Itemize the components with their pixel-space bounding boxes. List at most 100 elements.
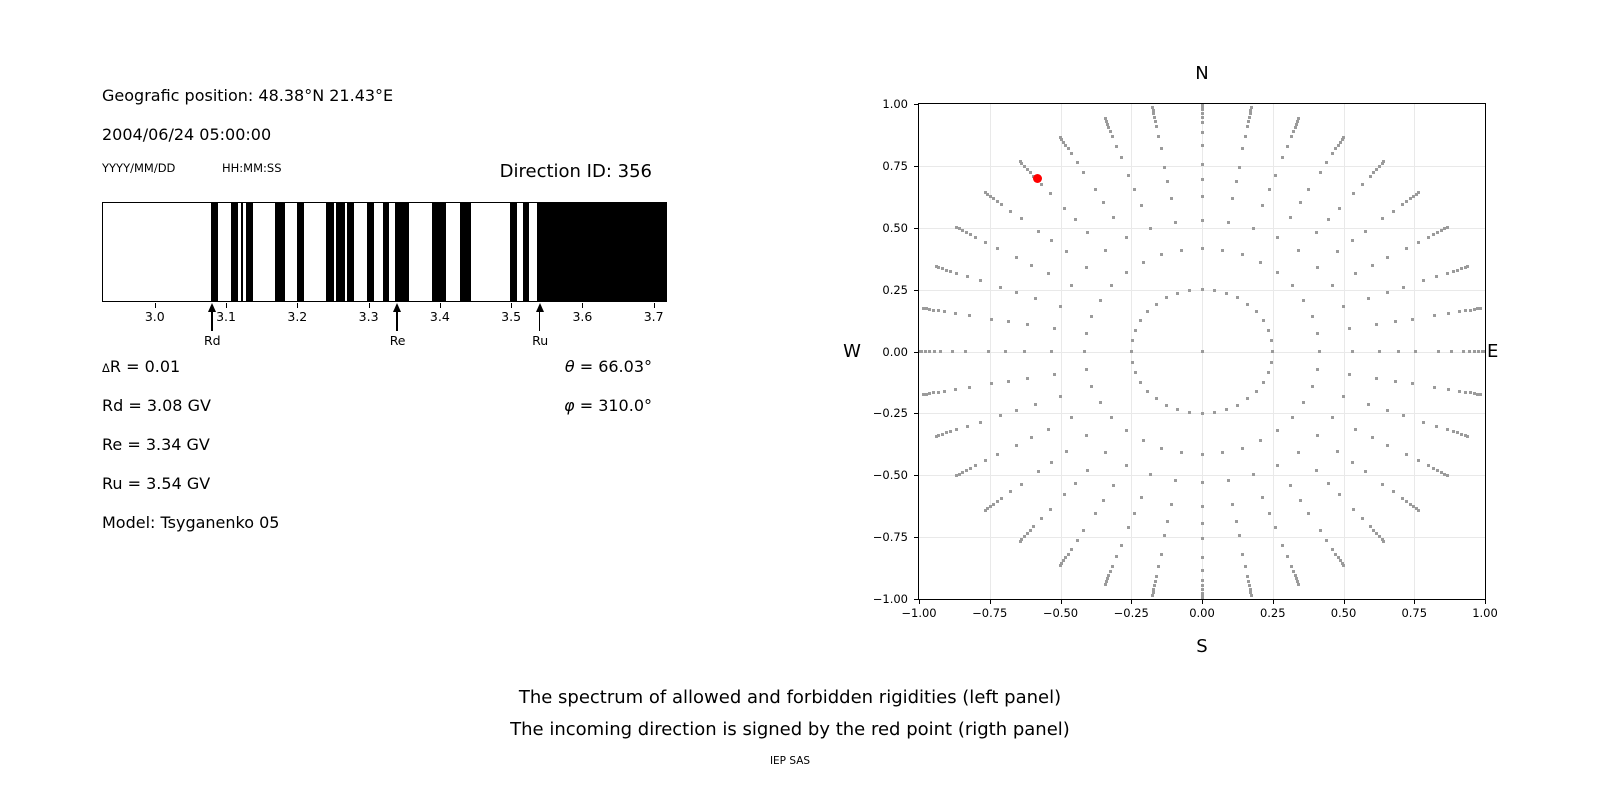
- direction-dot: [1151, 593, 1155, 597]
- direction-dot: [1352, 508, 1356, 512]
- direction-dot: [1372, 529, 1376, 533]
- direction-dot: [1293, 573, 1297, 577]
- rigidity-band: [336, 203, 345, 301]
- direction-dot: [968, 385, 972, 389]
- direction-dot: [1160, 446, 1164, 450]
- direction-dot: [1180, 248, 1184, 252]
- direction-dot: [983, 190, 987, 194]
- direction-dot: [1270, 360, 1274, 364]
- direction-dot: [1049, 460, 1053, 464]
- direction-dot: [1479, 307, 1483, 311]
- direction-dot: [1152, 111, 1156, 115]
- phi-value: = 310.0°: [574, 396, 652, 415]
- direction-dot: [1476, 307, 1480, 311]
- direction-dot: [1176, 291, 1180, 295]
- rigidity-band: [366, 203, 374, 301]
- direction-dot: [1456, 431, 1460, 435]
- direction-dot: [1422, 279, 1426, 283]
- x-tick-mark: [154, 303, 156, 308]
- direction-dot: [1146, 389, 1150, 393]
- direction-dot: [1412, 505, 1416, 509]
- direction-dot: [1325, 539, 1329, 543]
- gridline-horizontal: [919, 165, 1485, 167]
- direction-dot: [1296, 580, 1300, 584]
- direction-dot: [1200, 288, 1204, 292]
- direction-dot: [928, 350, 932, 353]
- direction-dot: [1157, 134, 1161, 138]
- x-tick-label: 3.7: [643, 309, 664, 324]
- rigidity-band: [383, 203, 390, 301]
- rigidity-band: [346, 203, 354, 301]
- direction-dot: [1235, 296, 1239, 300]
- direction-dot: [1291, 130, 1295, 134]
- direction-dot: [1036, 470, 1040, 474]
- direction-dot: [1354, 427, 1358, 431]
- phi-line: φ = 310.0°: [352, 396, 652, 415]
- cutoff-arrow-label: Re: [389, 333, 406, 348]
- direction-dot: [1411, 317, 1415, 321]
- direction-dot: [1336, 143, 1340, 147]
- direction-dot: [1378, 535, 1382, 539]
- direction-dot: [1086, 231, 1090, 235]
- y-tick-mark: [914, 165, 918, 167]
- rigidity-band: [245, 203, 254, 301]
- direction-dot: [1231, 502, 1235, 506]
- direction-dot: [1341, 305, 1345, 309]
- direction-dot: [988, 194, 992, 198]
- direction-dot: [1146, 310, 1150, 314]
- direction-dot: [1103, 249, 1107, 253]
- direction-dot: [957, 227, 961, 231]
- direction-dot: [1290, 416, 1294, 420]
- direction-dot: [995, 500, 999, 504]
- direction-dot: [1445, 473, 1449, 477]
- direction-dot: [1334, 552, 1338, 556]
- direction-dot: [1200, 111, 1204, 115]
- direction-dot: [1476, 350, 1480, 353]
- direction-dot: [1059, 135, 1062, 139]
- direction-dot: [1302, 401, 1306, 405]
- direction-dot: [1271, 350, 1275, 353]
- direction-dot: [1446, 428, 1450, 432]
- direction-dot: [1385, 291, 1389, 295]
- direction-dot: [1405, 500, 1409, 504]
- direction-dot: [1200, 588, 1204, 592]
- direction-dot: [1243, 565, 1247, 569]
- arrow-stem: [211, 312, 213, 331]
- direction-dot: [1154, 580, 1158, 584]
- direction-dot: [1059, 305, 1063, 309]
- direction-dot: [1130, 360, 1134, 364]
- direction-dot: [1220, 248, 1224, 252]
- direction-dot: [1270, 339, 1274, 343]
- direction-dot: [1314, 468, 1318, 472]
- direction-dot: [1334, 147, 1338, 151]
- direction-dot: [1285, 555, 1289, 559]
- direction-dot: [1480, 350, 1484, 353]
- direction-dot: [1019, 482, 1023, 486]
- direction-dot: [1154, 119, 1158, 123]
- direction-dot: [924, 307, 928, 311]
- direction-dot: [932, 308, 936, 312]
- direction-dot: [1251, 473, 1255, 477]
- direction-dot: [996, 246, 1000, 250]
- direction-dot: [1290, 283, 1294, 287]
- direction-dot: [1000, 203, 1004, 206]
- direction-dot: [974, 235, 978, 239]
- direction-dot: [1297, 582, 1301, 586]
- direction-dot: [1003, 350, 1007, 353]
- direction-dot: [1364, 470, 1368, 474]
- direction-dot: [1015, 408, 1019, 412]
- direction-dot: [1169, 502, 1173, 506]
- direction-dot: [1281, 543, 1285, 547]
- direction-dot: [1468, 308, 1472, 312]
- direction-dot: [1200, 121, 1204, 125]
- direction-dot: [1163, 165, 1167, 169]
- direction-dot: [1046, 427, 1050, 431]
- direction-dot: [1149, 226, 1153, 230]
- direction-dot: [1336, 449, 1340, 453]
- x-tick-mark: [1272, 600, 1274, 604]
- direction-dot: [989, 317, 993, 321]
- direction-dot: [937, 266, 941, 270]
- rigidity-band: [509, 203, 518, 301]
- direction-dot: [1351, 239, 1355, 243]
